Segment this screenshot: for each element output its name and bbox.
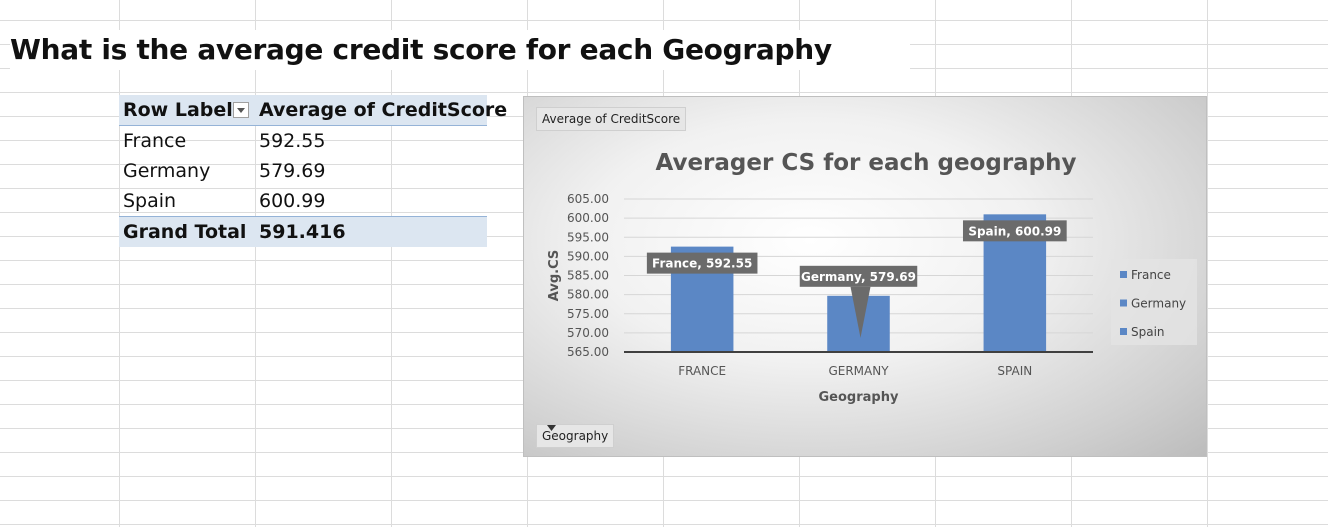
data-label-box: [962, 220, 1067, 242]
page-heading: What is the average credit score for eac…: [10, 30, 910, 70]
y-tick-label: 585.00: [567, 269, 609, 283]
y-tick-label: 565.00: [567, 345, 609, 359]
row-label: France: [123, 130, 187, 152]
row-labels-header: Row Labels: [123, 99, 245, 121]
y-tick-label: 590.00: [567, 249, 609, 263]
legend-entry: Spain: [1131, 325, 1165, 339]
y-tick-label: 580.00: [567, 288, 609, 302]
pivot-row[interactable]: Spain 600.99: [119, 186, 487, 216]
data-label-box: [799, 265, 918, 287]
row-label: Germany: [123, 160, 211, 182]
chart-title: Averager CS for each geography: [655, 150, 1076, 176]
y-tick-label: 605.00: [567, 192, 609, 206]
x-tick-label: SPAIN: [997, 364, 1032, 378]
chevron-down-icon: [547, 425, 556, 431]
x-tick-label: FRANCE: [678, 364, 726, 378]
data-label-box: [646, 252, 758, 274]
row-label: Spain: [123, 190, 177, 212]
data-label: Germany, 579.69: [801, 270, 916, 284]
pivot-row[interactable]: Germany 579.69: [119, 156, 487, 186]
row-value: 579.69: [259, 160, 326, 182]
legend-swatch: [1120, 271, 1127, 278]
x-tick-label: GERMANY: [828, 364, 889, 378]
y-tick-label: 570.00: [567, 326, 609, 340]
x-axis-label: Geography: [819, 390, 899, 405]
y-tick-label: 600.00: [567, 211, 609, 225]
y-axis-label: Avg.CS: [547, 250, 562, 301]
chart-canvas: Averager CS for each geography 565.00 570.…: [547, 150, 1197, 405]
grand-total-value: 591.416: [259, 221, 346, 243]
value-field-label: Average of CreditScore: [542, 112, 681, 126]
value-header: Average of CreditScore: [259, 99, 508, 121]
legend-entry: Germany: [1131, 297, 1186, 311]
data-label: France, 592.55: [652, 257, 752, 271]
data-label: Spain, 600.99: [968, 224, 1061, 238]
y-tick-label: 575.00: [567, 307, 609, 321]
legend-swatch: [1120, 328, 1127, 335]
row-value: 600.99: [259, 190, 326, 212]
grand-total-row[interactable]: Grand Total 591.416: [119, 216, 487, 247]
axis-field-button[interactable]: Geography: [536, 424, 615, 448]
data-label-callout: [850, 286, 871, 338]
grand-total-label: Grand Total: [123, 221, 247, 243]
row-value: 592.55: [259, 130, 326, 152]
y-tick-label: 595.00: [567, 230, 609, 244]
pivot-header-row: Row Labels Average of CreditScore: [119, 95, 507, 126]
legend-entry: France: [1131, 268, 1171, 282]
row-labels-filter-button[interactable]: [233, 102, 249, 118]
chevron-down-icon: [237, 108, 245, 113]
value-field-button[interactable]: Average of CreditScore: [536, 107, 687, 131]
axis-field-label: Geography: [542, 429, 609, 443]
pivot-table: Row Labels Average of CreditScore France…: [119, 95, 507, 247]
pivot-row[interactable]: France 592.55: [119, 126, 487, 156]
legend-swatch: [1120, 299, 1127, 307]
pivot-chart[interactable]: Averager CS for each geography 565.00 570.…: [523, 96, 1207, 457]
